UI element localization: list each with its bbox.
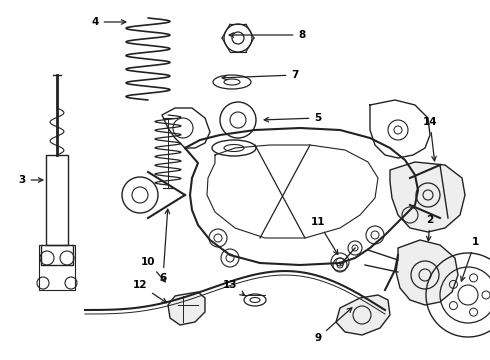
Text: 11: 11 bbox=[311, 217, 338, 255]
Polygon shape bbox=[390, 162, 465, 232]
Text: 8: 8 bbox=[229, 30, 306, 40]
Text: 1: 1 bbox=[461, 237, 479, 281]
Text: 3: 3 bbox=[19, 175, 43, 185]
Text: 4: 4 bbox=[91, 17, 126, 27]
Text: 7: 7 bbox=[222, 70, 299, 80]
Bar bbox=[46, 155, 68, 245]
Text: 12: 12 bbox=[133, 280, 167, 303]
Text: 13: 13 bbox=[223, 280, 245, 296]
Text: 5: 5 bbox=[264, 113, 321, 123]
Text: 10: 10 bbox=[141, 257, 165, 282]
Text: 14: 14 bbox=[423, 117, 437, 161]
Text: 2: 2 bbox=[426, 215, 434, 241]
Polygon shape bbox=[168, 292, 205, 325]
Polygon shape bbox=[336, 295, 390, 335]
Text: 9: 9 bbox=[315, 308, 352, 343]
Text: 6: 6 bbox=[159, 209, 170, 283]
Polygon shape bbox=[396, 240, 458, 305]
